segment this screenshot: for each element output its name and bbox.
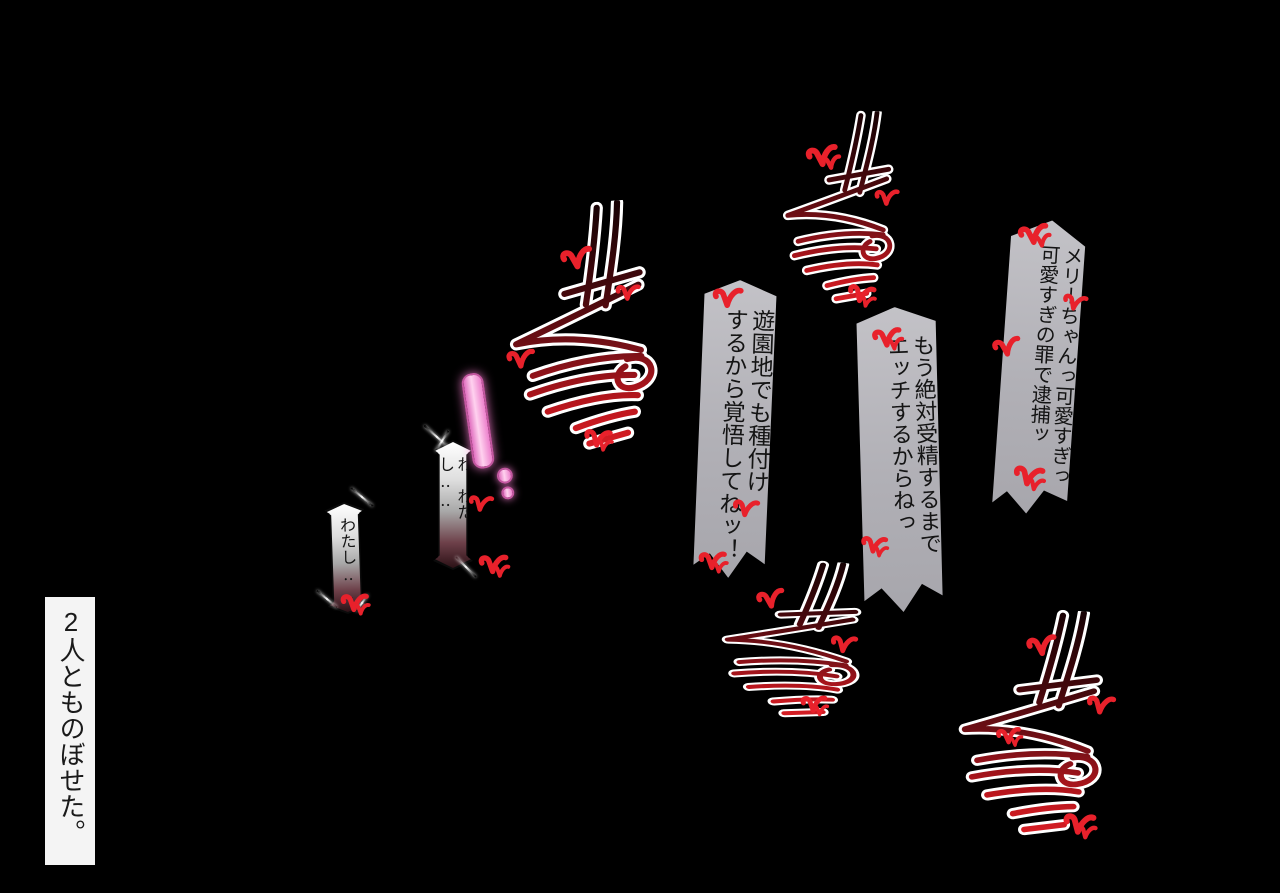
exclamation-bar [460, 371, 496, 470]
heart-check-icon [340, 592, 378, 621]
speech-inner: わ、わたし‥‥ [435, 442, 471, 568]
heart-check-icon [844, 281, 886, 316]
heart-check-icon [505, 347, 537, 372]
heart-check-icon [1016, 219, 1062, 257]
heart-check-icon [871, 324, 914, 358]
heart-check-icon [582, 426, 622, 458]
heart-check-icon [478, 553, 518, 584]
heart-check-icon [804, 140, 852, 180]
sparkle-icon [350, 487, 374, 507]
caption-strip: 2人とものぼせた。 [45, 597, 95, 865]
heart-check-icon [731, 497, 761, 520]
exclamation-dot [495, 466, 514, 485]
caption-text: 2人とものぼせた。 [55, 607, 86, 845]
heart-check-icon [874, 188, 900, 208]
banner-text: 遊園地でも種付け するから覚悟してねッ！ [690, 279, 780, 580]
heart-check-icon [467, 493, 495, 515]
banner-amusement-park: 遊園地でも種付け するから覚悟してねッ！ [690, 279, 780, 580]
heart-check-icon [1085, 693, 1117, 718]
heart-check-icon [995, 725, 1031, 754]
kiss-sfx-icon [777, 108, 904, 312]
heart-check-icon [1024, 632, 1059, 660]
heart-check-icon [800, 694, 836, 722]
heart-check-icon [1061, 810, 1108, 848]
heart-check-icon [615, 283, 641, 303]
heart-check-icon [859, 533, 897, 564]
kiss-sfx-icon [496, 198, 668, 463]
heart-check-icon [712, 286, 744, 310]
heart-check-icon [698, 550, 736, 579]
heart-check-icon [829, 633, 859, 656]
speech-hesitant: わ、わたし‥‥ [433, 440, 473, 570]
heart-check-icon [1010, 462, 1056, 500]
exclamation-dot [500, 485, 516, 501]
